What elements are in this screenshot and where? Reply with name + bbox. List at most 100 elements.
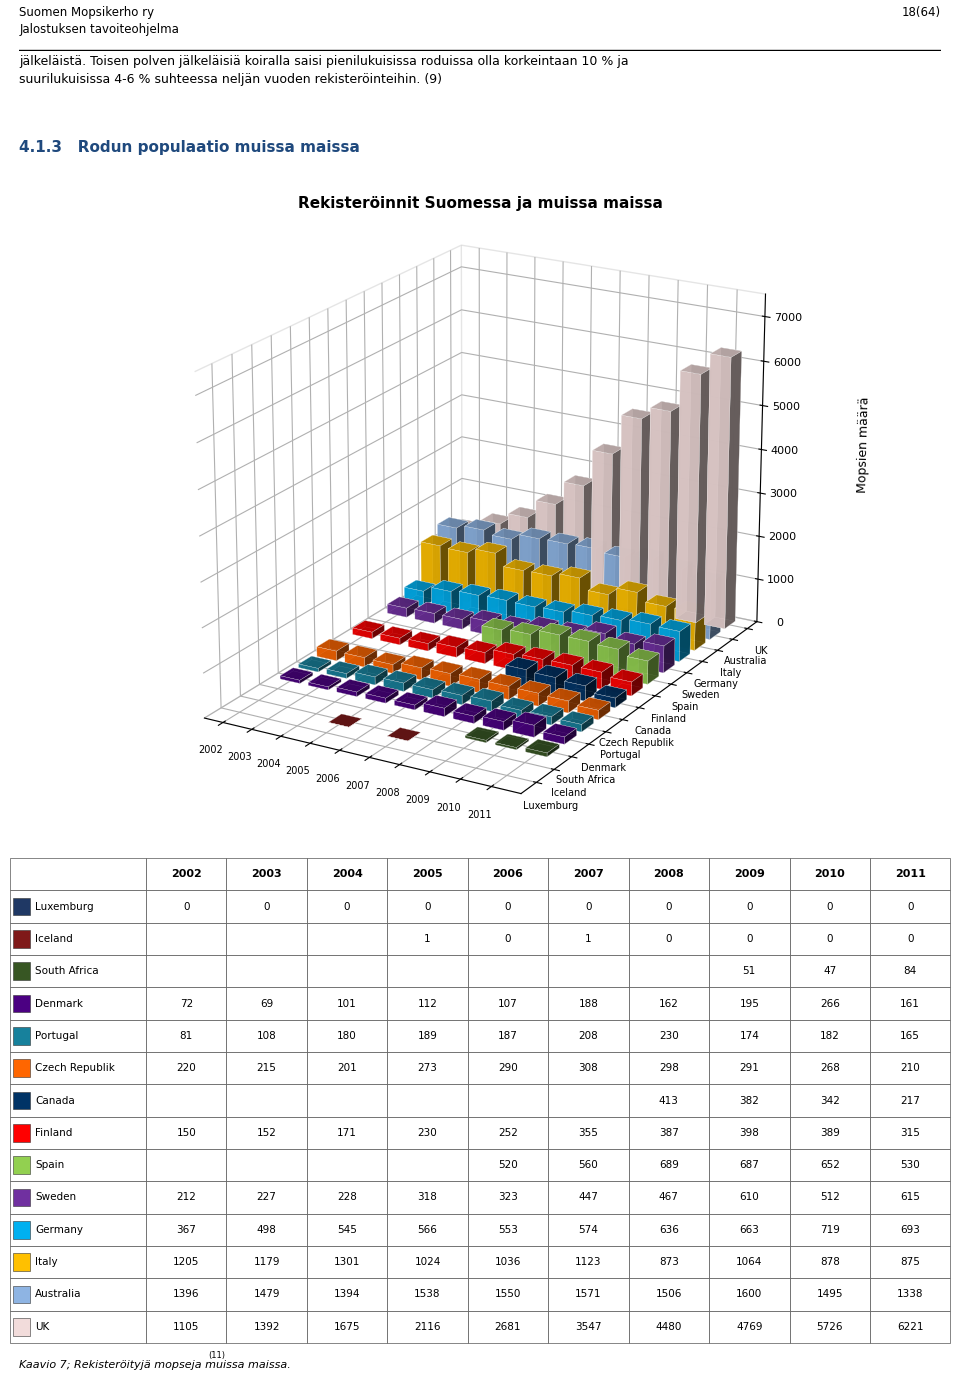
Bar [870, 1279, 950, 1311]
Bar [387, 1149, 468, 1182]
Bar [227, 890, 307, 923]
Bar [789, 890, 870, 923]
Text: 1123: 1123 [575, 1257, 602, 1268]
Bar [227, 987, 307, 1020]
Bar [870, 1084, 950, 1117]
Bar [13, 1059, 31, 1077]
Bar [307, 858, 387, 890]
Bar [789, 858, 870, 890]
Text: 220: 220 [177, 1063, 196, 1073]
Bar [146, 987, 227, 1020]
Bar [307, 1246, 387, 1279]
Bar [146, 1279, 227, 1311]
Bar [307, 1117, 387, 1149]
Bar [629, 1246, 709, 1279]
Text: 467: 467 [659, 1193, 679, 1203]
Bar [387, 1020, 468, 1052]
Bar [709, 858, 789, 890]
Text: 663: 663 [739, 1225, 759, 1235]
Bar [468, 1084, 548, 1117]
Bar [227, 923, 307, 955]
Bar [10, 1084, 146, 1117]
Bar [10, 1149, 146, 1182]
Bar [468, 955, 548, 987]
Text: 252: 252 [498, 1128, 518, 1138]
Bar [307, 1279, 387, 1311]
Bar [468, 890, 548, 923]
Bar [13, 995, 31, 1013]
Bar [709, 1246, 789, 1279]
Text: 873: 873 [659, 1257, 679, 1268]
Bar [709, 1214, 789, 1246]
Bar [307, 987, 387, 1020]
Bar [548, 1149, 629, 1182]
Text: 1675: 1675 [334, 1322, 360, 1331]
Text: 512: 512 [820, 1193, 840, 1203]
Text: 0: 0 [827, 934, 833, 944]
Text: 1396: 1396 [173, 1290, 200, 1300]
Bar [629, 955, 709, 987]
Bar [227, 1214, 307, 1246]
Text: 152: 152 [256, 1128, 276, 1138]
Bar [387, 1052, 468, 1084]
Bar [870, 858, 950, 890]
Text: 520: 520 [498, 1160, 517, 1169]
Title: Rekisteröinnit Suomessa ja muissa maissa: Rekisteröinnit Suomessa ja muissa maissa [298, 197, 662, 212]
Text: 227: 227 [256, 1193, 276, 1203]
Text: 2008: 2008 [654, 869, 684, 879]
Bar [10, 1246, 146, 1279]
Bar [387, 1311, 468, 1342]
Bar [387, 955, 468, 987]
Text: 4.1.3   Rodun populaatio muissa maissa: 4.1.3 Rodun populaatio muissa maissa [19, 140, 360, 155]
Text: 108: 108 [256, 1031, 276, 1041]
Text: 1571: 1571 [575, 1290, 602, 1300]
Text: Luxemburg: Luxemburg [35, 901, 94, 912]
Text: Australia: Australia [35, 1290, 82, 1300]
Text: 1105: 1105 [173, 1322, 200, 1331]
Bar [870, 890, 950, 923]
Text: 6221: 6221 [897, 1322, 924, 1331]
Text: 112: 112 [418, 998, 438, 1009]
Bar [10, 987, 146, 1020]
Bar [789, 1279, 870, 1311]
Bar [307, 955, 387, 987]
Text: 228: 228 [337, 1193, 357, 1203]
Bar [468, 858, 548, 890]
Bar [789, 987, 870, 1020]
Text: 2002: 2002 [171, 869, 202, 879]
Bar [13, 1254, 31, 1271]
Bar [13, 1092, 31, 1110]
Text: 161: 161 [900, 998, 920, 1009]
Bar [227, 1052, 307, 1084]
Text: 3547: 3547 [575, 1322, 602, 1331]
Bar [709, 955, 789, 987]
Text: 1600: 1600 [736, 1290, 762, 1300]
Text: UK: UK [35, 1322, 49, 1331]
Bar [146, 1214, 227, 1246]
Bar [629, 1149, 709, 1182]
Text: 217: 217 [900, 1096, 920, 1106]
Bar [789, 1084, 870, 1117]
Text: 201: 201 [337, 1063, 357, 1073]
Text: 878: 878 [820, 1257, 840, 1268]
Bar [870, 1311, 950, 1342]
Bar [146, 1052, 227, 1084]
Text: 1392: 1392 [253, 1322, 280, 1331]
Text: 413: 413 [659, 1096, 679, 1106]
Bar [387, 1182, 468, 1214]
Bar [789, 923, 870, 955]
Bar [10, 1279, 146, 1311]
Text: 230: 230 [418, 1128, 438, 1138]
Bar [468, 1311, 548, 1342]
Text: 298: 298 [659, 1063, 679, 1073]
Bar [307, 890, 387, 923]
Bar [548, 858, 629, 890]
Text: 18(64): 18(64) [901, 6, 941, 18]
Text: Italy: Italy [35, 1257, 58, 1268]
Bar [468, 1020, 548, 1052]
Bar [10, 1117, 146, 1149]
Bar [468, 987, 548, 1020]
Bar [709, 1020, 789, 1052]
Bar [146, 1117, 227, 1149]
Bar [629, 1279, 709, 1311]
